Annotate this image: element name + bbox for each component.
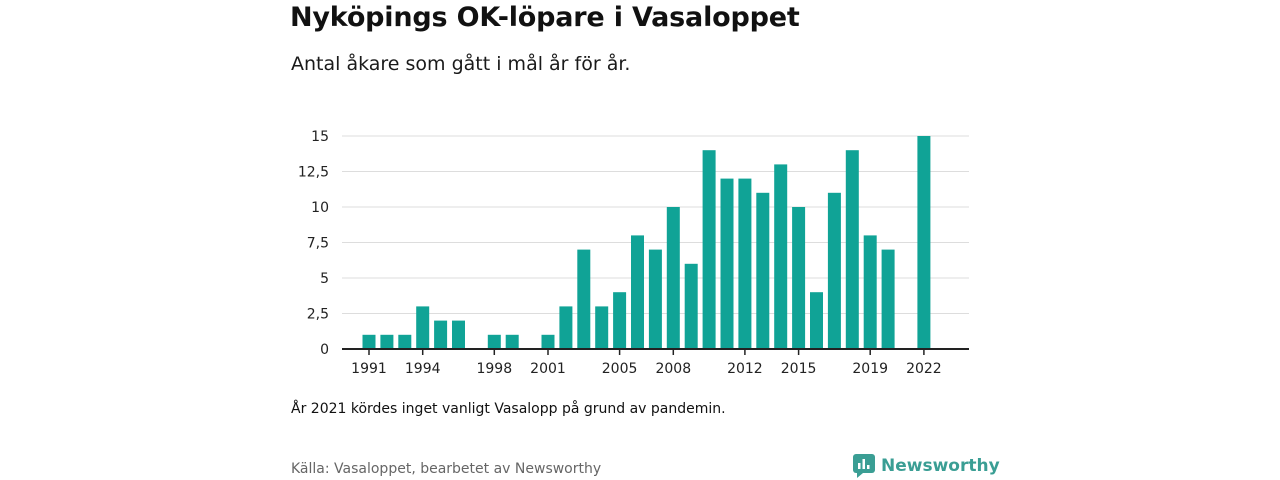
x-tick-label: 1998 — [476, 361, 512, 377]
chart-subtitle: Antal åkare som gått i mål år för år. — [291, 53, 631, 75]
bar-2011 — [720, 178, 734, 349]
y-tick-label: 5 — [320, 271, 329, 287]
x-axis-ticks: 1991 1994 1998 2001 2005 2008 2012 2015 2019 2022 — [351, 349, 942, 377]
bar-2002 — [559, 306, 573, 349]
y-tick-label: 15 — [311, 129, 329, 145]
y-tick-label: 10 — [311, 200, 329, 216]
bar-2016 — [810, 292, 823, 349]
y-tick-label: 0 — [320, 342, 329, 358]
bar-2004 — [595, 306, 609, 349]
x-tick-label: 2019 — [852, 361, 888, 377]
y-tick-label: 7,5 — [307, 236, 329, 252]
bar-2017 — [827, 192, 841, 349]
x-tick-label: 1991 — [351, 361, 387, 377]
bar-2014 — [774, 164, 788, 349]
x-tick-label: 2022 — [906, 361, 942, 377]
bar-2008 — [666, 207, 680, 349]
x-tick-label: 2008 — [655, 361, 691, 377]
source-text: Källa: Vasaloppet, bearbetet av Newswort… — [291, 461, 602, 477]
bar-2006 — [631, 235, 644, 349]
y-axis-ticks: 0 2,5 5 7,5 10 12,5 15 — [298, 129, 329, 358]
bar-2015 — [792, 207, 806, 349]
brand-name: Newsworthy — [881, 456, 1000, 476]
bar-2018 — [845, 150, 859, 349]
bar-1999 — [505, 334, 519, 349]
bar-1994 — [416, 306, 430, 349]
x-tick-label: 2001 — [530, 361, 566, 377]
bar-1998 — [487, 334, 501, 349]
y-tick-label: 2,5 — [307, 307, 329, 323]
newsworthy-logo-icon — [853, 454, 875, 478]
bar-2013 — [756, 192, 770, 349]
bar-1996 — [452, 320, 465, 349]
bar-2005 — [613, 292, 627, 349]
bar-chart: 0 2,5 5 7,5 10 12,5 15 1991 1994 1998 2001 2005 200… — [298, 129, 969, 377]
bar-2012 — [738, 178, 752, 349]
x-tick-label: 2005 — [602, 361, 638, 377]
y-tick-label: 12,5 — [298, 165, 329, 181]
chart-note: År 2021 kördes inget vanligt Vasalopp på… — [291, 401, 726, 417]
bar-2007 — [648, 249, 662, 349]
bar-2022 — [917, 136, 931, 349]
x-tick-label: 2015 — [781, 361, 817, 377]
bar-2019 — [863, 235, 877, 349]
chart-title: Nyköpings OK-löpare i Vasaloppet — [290, 2, 800, 33]
x-tick-label: 1994 — [405, 361, 441, 377]
bar-1992 — [380, 334, 394, 349]
bar-1995 — [434, 320, 448, 349]
bar-2001 — [541, 334, 555, 349]
bar-2009 — [684, 263, 698, 349]
x-tick-label: 2012 — [727, 361, 763, 377]
bar-2020 — [881, 249, 895, 349]
bar-1991 — [362, 334, 376, 349]
bar-2010 — [702, 150, 716, 349]
bar-2003 — [577, 249, 591, 349]
bar-1993 — [398, 334, 412, 349]
bars — [362, 136, 931, 349]
newsworthy-logo: Newsworthy — [853, 454, 1000, 478]
